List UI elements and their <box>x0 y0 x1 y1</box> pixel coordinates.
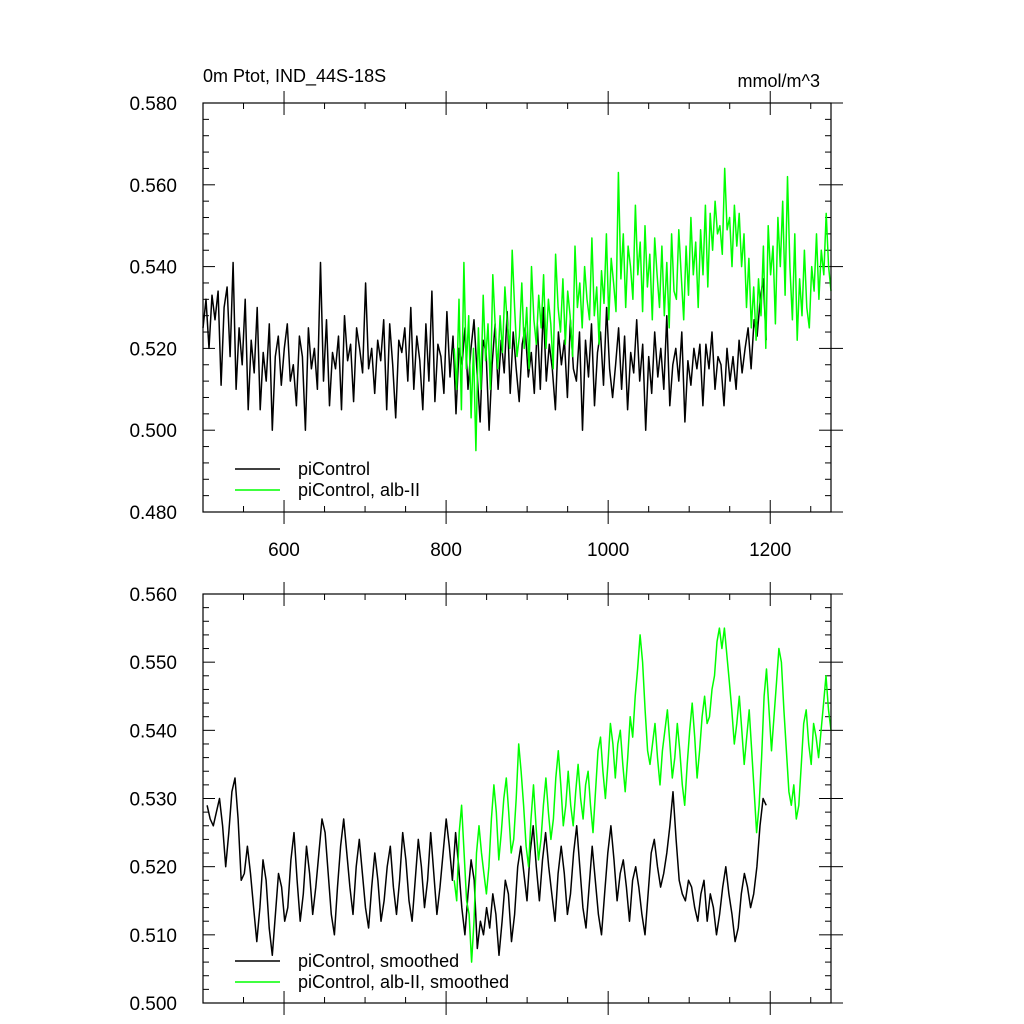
top-panel: 0m Ptot, IND_44S-18S mmol/m^3 600 800 1000… <box>129 66 843 561</box>
y-tick-label: 0.540 <box>129 258 177 279</box>
y-tick-label: 0.520 <box>129 339 177 360</box>
bottom-panel-series <box>206 627 832 963</box>
y-tick-label: 0.480 <box>129 503 177 524</box>
legend-label-alb-ii-smoothed: piControl, alb-II, smoothed <box>298 972 509 992</box>
legend-label-picontrol-smoothed: piControl, smoothed <box>298 951 459 971</box>
legend-label-alb-ii: piControl, alb-II <box>298 480 420 500</box>
y-tick-label: 0.560 <box>129 585 177 606</box>
x-tick-label: 600 <box>268 540 300 561</box>
y-tick-label: 0.520 <box>129 858 177 879</box>
bottom-panel-legend: piControl, smoothed piControl, alb-II, s… <box>235 951 509 992</box>
top-panel-units: mmol/m^3 <box>738 71 820 91</box>
top-panel-frame <box>202 102 832 513</box>
bottom-panel-ticks: 0.500 0.510 0.520 0.530 0.540 0.550 0.560 <box>129 582 843 1015</box>
top-panel-legend: piControl piControl, alb-II <box>235 459 420 500</box>
y-tick-label: 0.560 <box>129 176 177 197</box>
series-line-picontrol-smoothed <box>206 777 767 957</box>
y-tick-label: 0.530 <box>129 790 177 811</box>
y-tick-label: 0.500 <box>129 994 177 1015</box>
x-tick-label: 1200 <box>749 540 791 561</box>
top-panel-title: 0m Ptot, IND_44S-18S <box>203 66 386 87</box>
bottom-panel: 0.500 0.510 0.520 0.530 0.540 0.550 0.560 piCo… <box>129 582 843 1015</box>
series-line-picontrol-alb-ii <box>453 167 832 452</box>
x-tick-label: 1000 <box>587 540 629 561</box>
top-panel-ticks: 600 800 1000 1200 0.480 0.500 0.520 0.540 0.560 0… <box>129 91 843 561</box>
y-tick-label: 0.550 <box>129 653 177 674</box>
top-panel-series <box>202 167 832 452</box>
x-tick-label: 800 <box>430 540 462 561</box>
y-tick-label: 0.540 <box>129 721 177 742</box>
legend-label-picontrol: piControl <box>298 459 370 479</box>
bottom-panel-frame <box>202 593 832 1004</box>
y-tick-label: 0.580 <box>129 94 177 115</box>
y-tick-label: 0.500 <box>129 421 177 442</box>
y-tick-label: 0.510 <box>129 926 177 947</box>
series-line-picontrol-alb-ii-smoothed <box>453 627 832 963</box>
